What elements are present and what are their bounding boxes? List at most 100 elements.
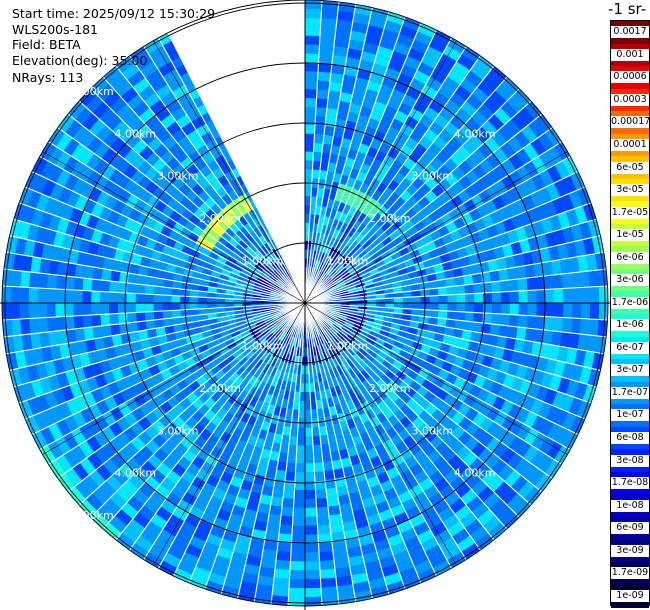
gate-cell [364, 559, 382, 573]
gate-cell [456, 303, 466, 312]
gate-cell [577, 255, 589, 273]
gate-cell [305, 569, 321, 580]
gate-cell [80, 182, 95, 199]
gate-cell [510, 112, 528, 131]
gate-cell [444, 241, 457, 253]
gate-cell [277, 330, 285, 340]
gate-cell [101, 442, 117, 459]
gate-cell [500, 487, 518, 505]
gate-cell [361, 97, 376, 110]
gate-cell [388, 191, 401, 204]
gate-cell [245, 317, 255, 324]
gate-cell [406, 225, 419, 237]
gate-cell [253, 227, 263, 238]
gate-cell [318, 53, 333, 64]
gate-cell [393, 303, 404, 309]
gate-cell [279, 265, 287, 274]
gate-cell [186, 462, 201, 477]
ray-line [304, 235, 601, 304]
gate-cell [515, 226, 528, 242]
gate-cell [436, 317, 447, 327]
gate-cell [356, 393, 367, 405]
gate-cell [367, 303, 377, 307]
gate-cell [216, 508, 232, 522]
gate-cell [328, 513, 343, 525]
gate-cell [314, 260, 320, 270]
gate-cell [245, 282, 255, 289]
gate-cell [376, 216, 387, 228]
gate-cell [108, 292, 119, 303]
gate-cell [500, 101, 518, 119]
gate-cell [254, 333, 264, 342]
gate-cell [305, 98, 317, 108]
gate-cell [226, 568, 244, 582]
gate-cell [270, 377, 279, 388]
gate-cell [532, 369, 545, 386]
gate-cell [35, 226, 49, 244]
gate-cell [238, 239, 249, 250]
gate-cell [364, 504, 379, 518]
gate-cell [484, 344, 497, 358]
gate-cell [331, 136, 343, 147]
gate-cell [353, 323, 363, 331]
gate-cell [200, 213, 212, 226]
gate-cell [153, 447, 169, 463]
ray-line [9, 302, 306, 371]
gate-cell [322, 244, 329, 254]
colorbar-tick-label: 0.0017 [611, 26, 649, 39]
gate-cell [331, 218, 340, 229]
gate-cell [510, 376, 524, 392]
gate-cell [319, 27, 336, 38]
gate-cell [346, 48, 363, 60]
gate-cell [247, 323, 257, 331]
gate-cell [552, 391, 566, 409]
gate-cell [35, 362, 49, 380]
gate-cell [266, 252, 275, 262]
gate-cell [508, 279, 519, 292]
gate-cell [230, 330, 241, 338]
gate-cell [482, 73, 501, 91]
gate-cell [325, 318, 335, 326]
gate-cell [337, 285, 348, 292]
gate-cell [49, 405, 65, 423]
gate-cell [186, 391, 199, 404]
ray-line [304, 88, 520, 304]
gate-cell [310, 187, 318, 197]
gate-cell [366, 24, 384, 38]
gate-cell [122, 251, 134, 264]
gate-cell [352, 13, 371, 25]
gate-cell [261, 308, 271, 313]
gate-cell [197, 190, 210, 203]
gate-cell [232, 208, 244, 220]
ray-line [143, 302, 306, 560]
gate-cell [220, 329, 231, 338]
gate-cell [405, 505, 422, 520]
gate-cell [77, 210, 91, 227]
gate-cell [245, 499, 260, 512]
gate-cell [434, 529, 452, 545]
gate-cell [346, 333, 356, 342]
gate-cell [91, 314, 102, 327]
gate-cell [513, 391, 528, 408]
gate-cell [154, 277, 165, 288]
gate-cell [370, 345, 381, 355]
gate-cell [44, 228, 57, 246]
gate-cell [10, 303, 21, 320]
gate-cell [141, 130, 157, 146]
gate-cell [579, 318, 590, 335]
gate-cell [543, 388, 558, 406]
gate-cell [539, 247, 552, 263]
gate-cell [563, 288, 573, 303]
gate-cell [143, 498, 161, 514]
gate-cell [321, 322, 329, 331]
gate-cell [356, 372, 367, 383]
gate-cell [289, 569, 305, 580]
gate-cell [381, 28, 400, 43]
gate-cell [486, 168, 502, 185]
gate-cell [344, 336, 354, 345]
gate-cell [491, 303, 502, 314]
gate-cell [305, 35, 320, 45]
gate-cell [108, 235, 120, 249]
ray-line [237, 302, 306, 599]
gate-cell [351, 21, 369, 34]
